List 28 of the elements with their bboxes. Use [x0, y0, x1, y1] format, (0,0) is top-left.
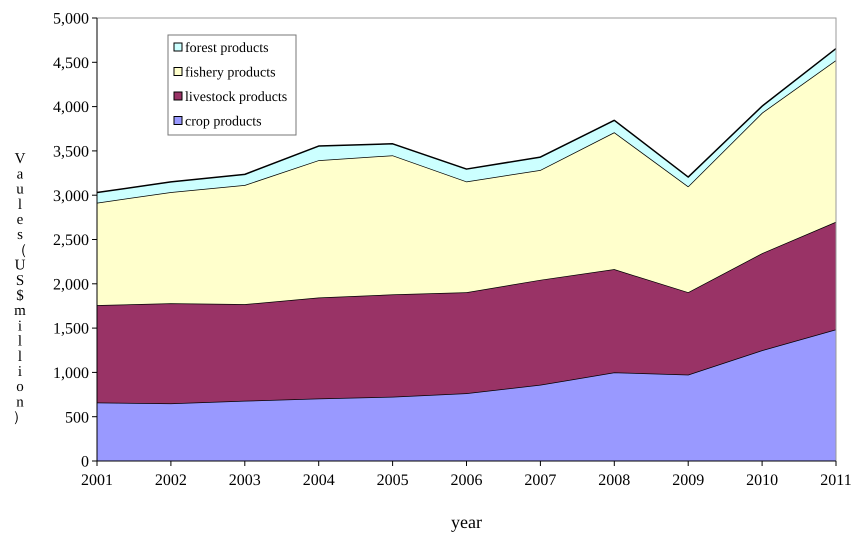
y-tick-label: 2,500 — [53, 232, 89, 250]
y-tick-label: 1,500 — [53, 320, 89, 338]
x-tick-label: 2009 — [672, 472, 704, 489]
y-tick-label: 2,000 — [53, 276, 89, 294]
y-tick-label: 1,000 — [53, 365, 89, 382]
legend-label: crop products — [185, 114, 262, 130]
x-tick-label: 2005 — [376, 472, 409, 489]
legend-label: forest products — [185, 41, 269, 56]
legend-label: livestock products — [185, 90, 288, 105]
y-tick-label: 4,000 — [53, 99, 89, 116]
x-tick-label: 2010 — [746, 472, 778, 489]
legend-label: fishery products — [185, 66, 276, 80]
x-tick-label: 2004 — [302, 472, 335, 489]
x-tick-label: 2006 — [450, 472, 482, 489]
y-tick-label: 3,500 — [53, 144, 89, 160]
x-tick-label: 2008 — [598, 472, 630, 489]
x-tick-label: 2011 — [820, 472, 852, 489]
text: Vaules（US$million） — [12, 151, 28, 426]
x-tick-label: 2002 — [154, 472, 187, 489]
y-tick-label: 4,500 — [53, 54, 89, 72]
y-tick-label: 5,000 — [53, 10, 89, 28]
y-tick-label: 3,000 — [53, 188, 89, 205]
y-tick-label: 0 — [81, 454, 89, 471]
x-tick-label: 2003 — [228, 472, 261, 489]
x-tick-label: 2007 — [524, 472, 556, 489]
x-tick-label: 2001 — [81, 472, 113, 489]
x-axis-title: year — [451, 512, 482, 532]
y-tick-label: 500 — [65, 409, 89, 426]
